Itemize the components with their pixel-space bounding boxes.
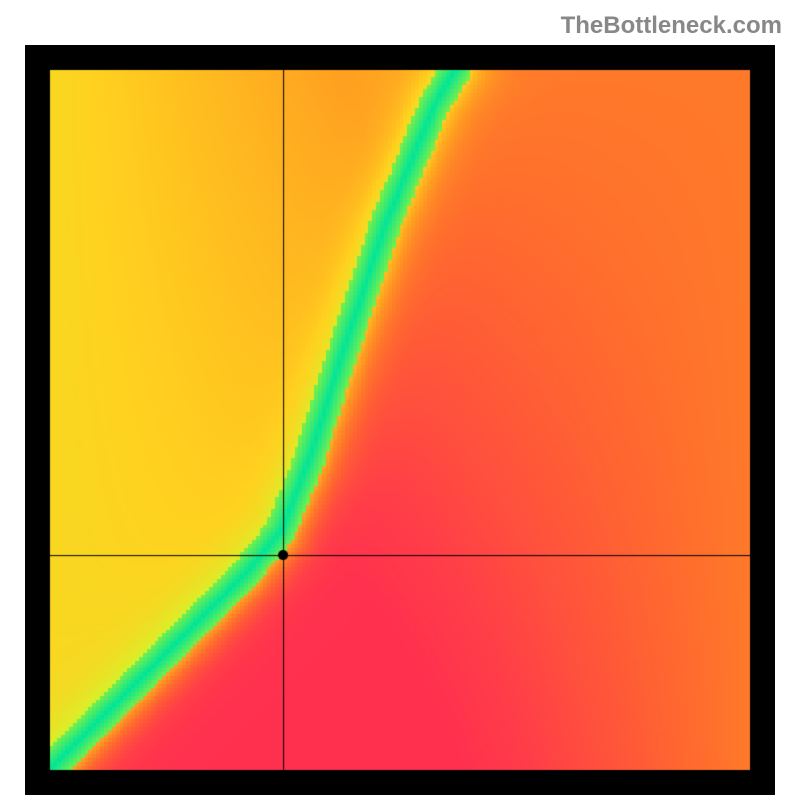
- heatmap-canvas: [25, 45, 775, 795]
- chart-container: TheBottleneck.com: [0, 0, 800, 800]
- watermark-text: TheBottleneck.com: [561, 12, 782, 40]
- plot-area: [25, 45, 775, 795]
